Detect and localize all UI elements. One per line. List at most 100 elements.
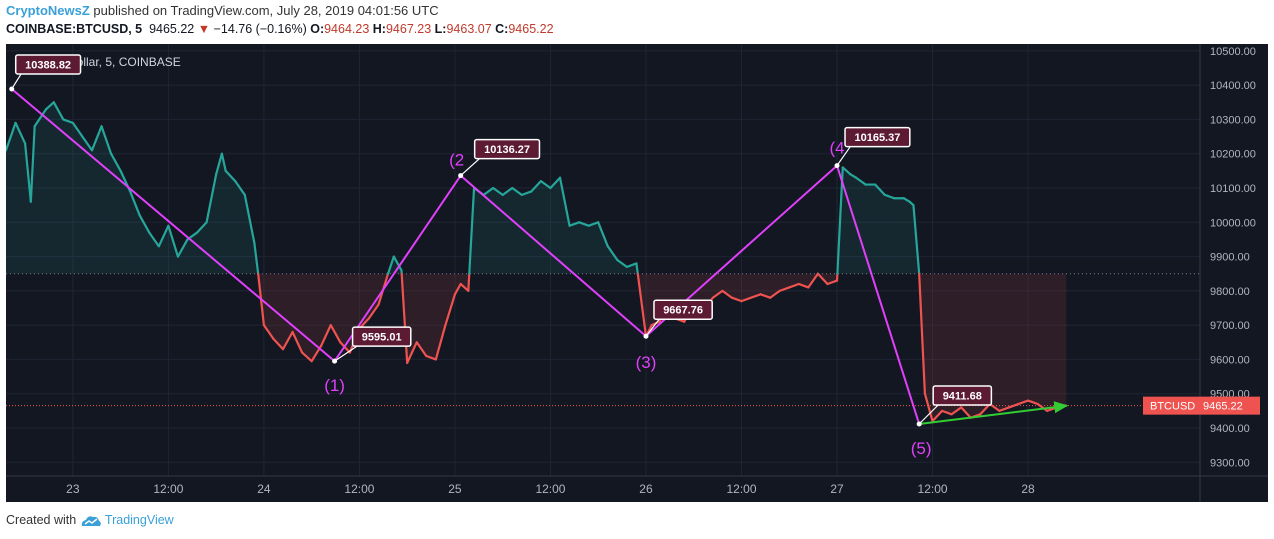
area-fill-down — [741, 273, 752, 302]
area-fill-up — [206, 174, 217, 274]
area-fill-up — [909, 201, 914, 274]
area-fill-down — [460, 273, 469, 291]
area-fill-down — [942, 273, 952, 415]
price-line-up — [392, 255, 403, 272]
area-fill-up — [177, 239, 188, 274]
x-tick-label: 26 — [639, 482, 653, 496]
area-fill-up — [244, 194, 255, 274]
price-callout-label: 10388.82 — [25, 59, 71, 71]
price-line-up — [874, 183, 886, 196]
published-text: published on TradingView.com, July 28, 2… — [93, 3, 439, 18]
price-line-down — [329, 324, 342, 344]
area-fill-down — [330, 273, 341, 343]
price-line-up — [520, 190, 533, 196]
price-line-up — [492, 186, 504, 196]
price-line-up — [635, 262, 639, 275]
area-fill-up — [111, 153, 121, 274]
area-fill-down — [1047, 273, 1057, 411]
price-callout — [14, 54, 82, 75]
area-fill-down — [779, 273, 790, 291]
price-line-down — [740, 296, 753, 303]
tradingview-brand[interactable]: TradingView — [104, 513, 174, 527]
callout-pointer — [11, 72, 23, 90]
area-fill-down — [1037, 273, 1048, 411]
x-tick-label: 12:00 — [153, 482, 183, 496]
price-line-down — [788, 282, 800, 289]
price-callout-label: 9595.01 — [362, 332, 402, 344]
area-fill-down — [989, 273, 1000, 411]
area-fill-down — [283, 273, 293, 350]
price-line-down — [400, 272, 409, 364]
created-with-text: Created with — [6, 513, 77, 527]
callout-pointer — [334, 344, 359, 362]
area-fill-up — [221, 153, 226, 274]
area-fill-up — [72, 122, 83, 274]
publisher-name[interactable]: CryptoNewsZ — [6, 3, 90, 18]
price-line-up — [29, 125, 36, 203]
price-line-down — [406, 341, 418, 364]
area-fill-up — [865, 184, 876, 274]
price-line-down — [797, 282, 810, 289]
price-line-down — [367, 303, 380, 320]
price-line-up — [578, 221, 590, 227]
price-line-up — [597, 221, 609, 248]
wave-label: (4 — [829, 139, 844, 158]
price-line-down — [960, 406, 972, 419]
price-line-down — [291, 330, 304, 354]
price-line-down — [320, 324, 332, 347]
price-line-up — [902, 197, 911, 203]
price-line-down — [931, 409, 944, 423]
price-line-down — [281, 330, 294, 351]
price-line-down — [636, 272, 648, 338]
x-tick-label: 23 — [66, 482, 80, 496]
y-tick-label: 9700.00 — [1210, 320, 1250, 332]
x-tick-label: 27 — [830, 482, 844, 496]
wave-point — [332, 358, 338, 364]
price-line-up — [912, 204, 921, 275]
price-callout — [653, 299, 713, 320]
area-fill-up — [53, 102, 64, 274]
ohlc-line: COINBASE:BTCUSD, 5 9465.22 ▼ −14.76 (−0.… — [6, 22, 554, 36]
high-label: H: — [372, 22, 386, 36]
area-fill-up — [158, 225, 169, 274]
price-line-up — [501, 186, 514, 196]
x-tick-label: 12:00 — [726, 482, 756, 496]
current-price-value: 9465.22 — [1203, 401, 1243, 413]
price-line-down — [807, 272, 820, 289]
price-line-down — [998, 406, 1011, 412]
price-line-down — [826, 279, 839, 286]
area-fill-down — [827, 273, 838, 284]
area-fill-up — [560, 177, 570, 274]
price-line-up — [45, 101, 55, 111]
price-line-down — [467, 272, 471, 292]
price-line-up — [33, 108, 48, 128]
y-tick-label: 9800.00 — [1210, 286, 1250, 298]
area-fill-up — [82, 136, 92, 274]
callout-pointer — [918, 403, 940, 425]
price-line-down — [434, 324, 447, 361]
wave-point — [916, 421, 922, 427]
price-line-down — [769, 289, 781, 299]
price-callout-label: 10165.37 — [854, 132, 900, 144]
price-line-up — [138, 214, 151, 234]
symbol-label: COINBASE:BTCUSD, 5 — [6, 22, 143, 36]
area-fill-up — [579, 222, 589, 274]
price-line-down — [415, 341, 428, 358]
area-fill-down — [340, 273, 350, 353]
price-line-up — [836, 166, 844, 275]
price-line-down — [262, 324, 275, 340]
price-line-down — [1017, 399, 1030, 406]
area-fill-up — [850, 174, 857, 274]
price-line-down — [950, 406, 963, 416]
area-fill-down — [645, 273, 652, 337]
price-line-up — [6, 144, 8, 152]
area-fill-down — [951, 273, 962, 415]
callout-pointer — [836, 145, 852, 166]
area-fill-down — [454, 273, 461, 295]
price-callout — [932, 385, 993, 406]
wave-point — [9, 86, 15, 92]
price-line-down — [816, 272, 829, 286]
y-tick-label: 10100.00 — [1210, 183, 1256, 195]
price-line-up — [205, 173, 218, 224]
